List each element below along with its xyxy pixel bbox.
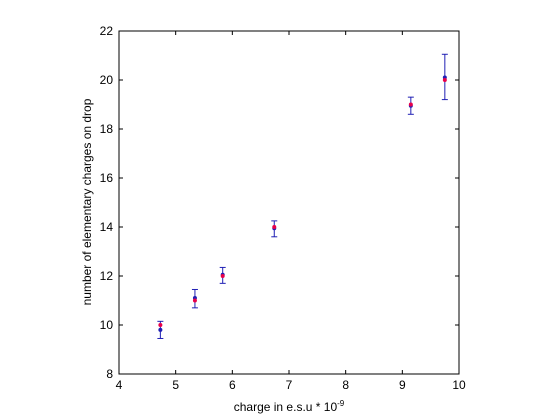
x-axis-title-main: charge in e.s.u * 10 (234, 400, 338, 414)
data-point-group (157, 320, 164, 339)
y-axis-title: number of elementary charges on drop (80, 98, 94, 305)
y-tick-label: 10 (100, 318, 114, 332)
reference-point-marker (220, 274, 225, 278)
x-tick-label: 9 (399, 378, 406, 392)
y-tick-label: 8 (106, 367, 113, 381)
x-axis-title: charge in e.s.u * 10-9 (234, 399, 345, 414)
data-point-group (219, 266, 226, 284)
reference-point-marker (192, 298, 197, 303)
plot-area (118, 30, 460, 375)
reference-point-marker (408, 102, 413, 107)
x-axis: 4 5 6 7 8 9 10 (116, 31, 466, 392)
x-tick-label: 6 (229, 378, 236, 392)
data-point-group (271, 220, 278, 238)
reference-point-marker (272, 225, 277, 229)
x-tick-label: 5 (172, 378, 179, 392)
data-point-group (441, 53, 448, 101)
y-axis: 8 10 12 14 16 18 20 22 (100, 24, 459, 381)
data-point-group (191, 288, 198, 309)
x-tick-label: 10 (452, 378, 466, 392)
x-tick-label: 7 (286, 378, 293, 392)
x-tick-label: 4 (116, 378, 123, 392)
x-axis-title-exponent: -9 (337, 399, 345, 408)
data-point-marker (158, 327, 163, 332)
y-tick-label: 14 (100, 220, 114, 234)
reference-point-marker (158, 323, 163, 327)
y-tick-label: 20 (100, 73, 114, 87)
data-point-group (407, 96, 414, 115)
reference-point-marker (442, 78, 447, 82)
y-tick-label: 22 (100, 24, 114, 38)
y-tick-label: 12 (100, 269, 114, 283)
data-series (157, 53, 448, 339)
y-tick-label: 18 (100, 122, 114, 136)
y-tick-label: 16 (100, 171, 114, 185)
x-tick-label: 8 (342, 378, 349, 392)
